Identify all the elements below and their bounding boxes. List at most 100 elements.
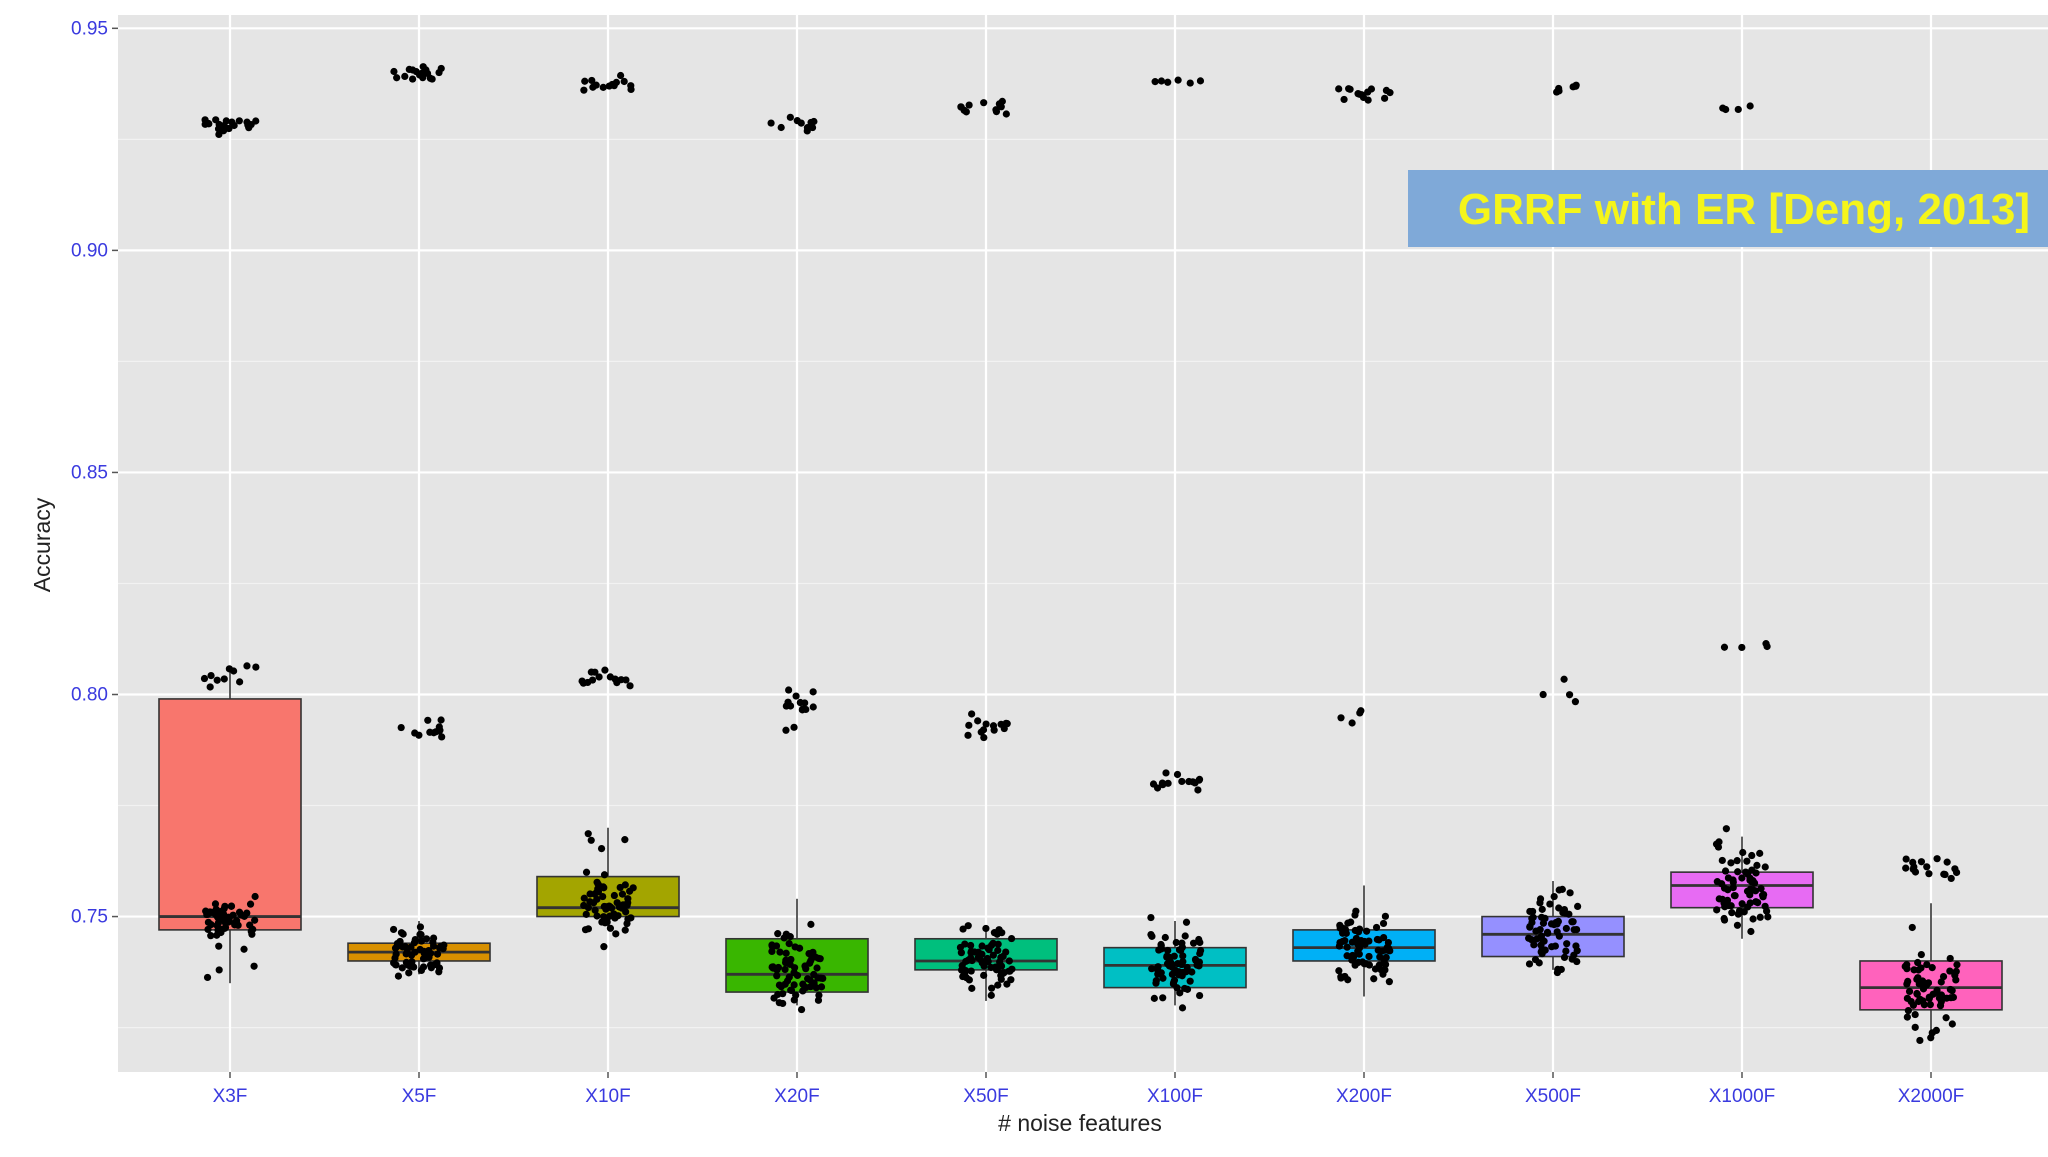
data-point — [802, 965, 810, 973]
data-point — [1189, 778, 1197, 786]
data-point — [1948, 1020, 1956, 1028]
data-point — [1182, 968, 1190, 976]
data-point — [624, 895, 632, 903]
data-point — [1345, 85, 1353, 93]
points-x5f — [389, 63, 448, 980]
data-point — [394, 972, 403, 980]
data-point — [805, 950, 813, 958]
data-point — [248, 930, 256, 938]
data-point — [782, 726, 790, 734]
data-point — [1569, 83, 1577, 91]
data-point — [225, 914, 233, 923]
data-point — [597, 844, 606, 853]
data-point — [967, 948, 975, 957]
data-point — [588, 76, 596, 85]
data-point — [793, 117, 801, 125]
data-point — [1729, 876, 1737, 884]
data-point — [1365, 961, 1374, 969]
data-point — [425, 946, 433, 955]
data-point — [1746, 899, 1754, 907]
points-x2000f — [1901, 855, 1961, 1045]
data-point — [1537, 941, 1545, 949]
data-point — [235, 117, 243, 125]
data-point — [961, 940, 969, 948]
data-point — [1903, 965, 1911, 973]
data-point — [1540, 946, 1549, 954]
data-point — [1937, 978, 1945, 986]
data-point — [405, 65, 413, 74]
data-point — [587, 836, 595, 844]
data-point — [1928, 964, 1936, 972]
data-point — [779, 999, 787, 1008]
data-point — [962, 108, 970, 116]
data-point — [435, 68, 443, 77]
data-point — [586, 898, 594, 906]
data-point — [774, 930, 782, 938]
data-point — [776, 948, 784, 956]
data-point — [1175, 971, 1183, 979]
data-point — [1948, 987, 1956, 995]
data-point — [1913, 989, 1921, 998]
data-point — [233, 919, 241, 928]
data-point — [995, 100, 1003, 108]
data-point — [220, 904, 228, 913]
data-point — [1566, 889, 1574, 897]
data-point — [817, 983, 826, 991]
data-point — [250, 962, 258, 970]
data-point — [1381, 912, 1390, 920]
data-point — [1753, 861, 1761, 870]
data-point — [1164, 78, 1172, 86]
data-point — [1531, 956, 1540, 964]
data-point — [792, 692, 800, 700]
data-point — [401, 72, 409, 80]
data-point — [213, 676, 221, 684]
data-point — [1378, 947, 1387, 955]
data-point — [993, 930, 1001, 938]
data-point — [1172, 938, 1180, 947]
data-point — [1147, 931, 1155, 939]
data-point — [221, 923, 230, 932]
data-point — [1952, 868, 1961, 877]
data-point — [768, 941, 776, 949]
data-point — [807, 920, 815, 928]
data-point — [424, 716, 432, 724]
data-point — [1178, 939, 1186, 947]
data-point — [1911, 868, 1920, 876]
data-point — [246, 900, 255, 908]
data-point — [391, 961, 400, 969]
data-point — [594, 888, 603, 896]
data-point — [1757, 884, 1765, 893]
data-point — [1572, 942, 1580, 950]
data-point — [1731, 892, 1739, 900]
data-point — [1758, 891, 1767, 899]
x-tick-label: X2000F — [1898, 1086, 1965, 1107]
data-point — [403, 948, 411, 956]
data-point — [422, 935, 431, 943]
data-point — [398, 964, 406, 972]
data-point — [1352, 934, 1360, 943]
data-point — [782, 949, 790, 957]
data-point — [599, 83, 607, 91]
data-point — [437, 716, 445, 724]
data-point — [207, 908, 216, 916]
data-point — [1164, 946, 1172, 955]
data-point — [1365, 952, 1373, 961]
data-point — [626, 682, 634, 690]
data-point — [215, 942, 223, 950]
data-point — [407, 962, 415, 970]
data-point — [980, 733, 988, 742]
data-point — [1344, 919, 1352, 927]
data-point — [1525, 960, 1534, 968]
data-point — [1162, 769, 1170, 777]
data-point — [1902, 864, 1910, 872]
data-point — [781, 980, 789, 988]
data-point — [965, 721, 973, 729]
data-point — [982, 720, 990, 728]
data-point — [1926, 1001, 1934, 1009]
data-point — [1923, 863, 1931, 871]
data-point — [1724, 886, 1732, 894]
data-point — [1932, 1026, 1940, 1035]
x-tick-label: X200F — [1336, 1086, 1392, 1107]
data-point — [1560, 953, 1569, 961]
